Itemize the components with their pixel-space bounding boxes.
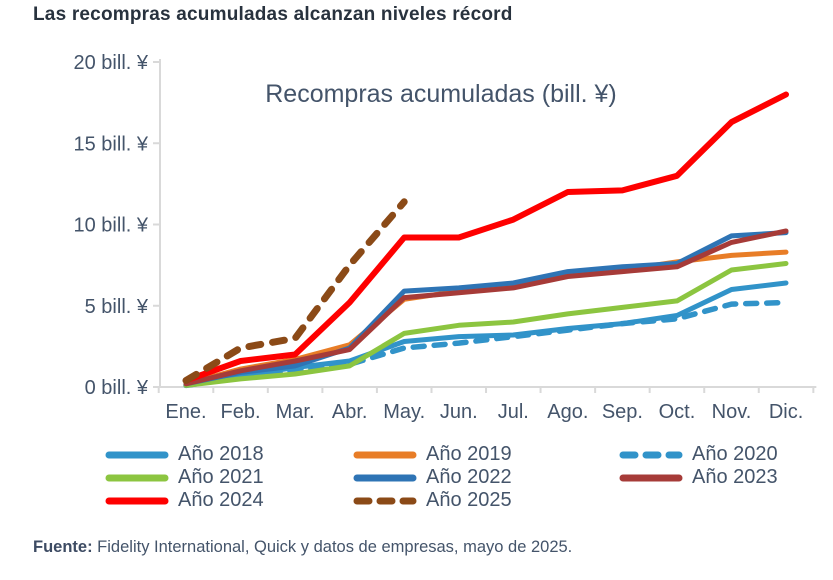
legend-item-2022: Año 2022 [352, 466, 618, 489]
legend-item-2019: Año 2019 [352, 443, 618, 466]
y-tick-label-20: 20 bill. ¥ [74, 52, 149, 74]
series-line-2020 [183, 299, 789, 389]
x-tick-label-dic: Dic. [769, 401, 803, 423]
legend-label-2020: Año 2020 [692, 443, 778, 465]
y-tick-label-10: 10 bill. ¥ [74, 215, 149, 237]
source-text: Fidelity International, Quick y datos de… [92, 538, 573, 556]
y-tick-label-15: 15 bill. ¥ [74, 133, 149, 155]
x-tick-label-mar: Mar. [276, 401, 315, 423]
chart-series-lines [182, 91, 789, 389]
legend-swatch-2018 [105, 451, 169, 458]
x-tick-label-feb: Feb. [221, 401, 261, 423]
series-line-2023 [183, 228, 789, 387]
chart-legend: Año 2018 Año 2019 Año 2020 Año 2021 Año 2022… [104, 443, 816, 512]
legend-label-2021: Año 2021 [178, 466, 264, 488]
legend-swatch-2023 [619, 474, 683, 481]
legend-item-2018: Año 2018 [104, 443, 352, 466]
legend-label-2025: Año 2025 [426, 489, 512, 511]
x-tick-label-oct: Oct. [659, 401, 696, 423]
legend-swatch-2020 [619, 451, 683, 458]
x-tick-label-jun: Jun. [440, 401, 478, 423]
series-line-2021 [183, 261, 789, 388]
cumulative-buybacks-chart: Recompras acumuladas (bill. ¥) 0 bill. ¥… [74, 52, 817, 423]
legend-label-2022: Año 2022 [426, 466, 512, 488]
page-title: Las recompras acumuladas alcanzan nivele… [33, 4, 513, 25]
x-tick-label-ene: Ene. [165, 401, 206, 423]
legend-label-2024: Año 2024 [178, 489, 264, 511]
legend-item-2020: Año 2020 [618, 443, 816, 466]
legend-swatch-2025 [353, 497, 417, 504]
legend-item-2021: Año 2021 [104, 466, 352, 489]
series-line-2025 [182, 198, 408, 384]
legend-item-2023: Año 2023 [618, 466, 816, 489]
y-tick-label-0: 0 bill. ¥ [85, 377, 149, 399]
x-tick-label-ago: Ago. [547, 401, 588, 423]
legend-item-2024: Año 2024 [104, 489, 352, 512]
x-tick-label-sep: Sep. [602, 401, 643, 423]
series-line-2024 [183, 91, 789, 384]
x-tick-label-abr: Abr. [332, 401, 368, 423]
legend-label-2023: Año 2023 [692, 466, 778, 488]
legend-swatch-2024 [105, 497, 169, 504]
legend-swatch-2021 [105, 474, 169, 481]
source-label: Fuente: [33, 538, 93, 556]
chart-axis-labels: 0 bill. ¥ 5 bill. ¥ 10 bill. ¥ 15 bill. ¥ 20… [74, 52, 804, 423]
legend-label-2018: Año 2018 [178, 443, 264, 465]
chart-title: Recompras acumuladas (bill. ¥) [265, 80, 617, 108]
legend-swatch-2019 [353, 451, 417, 458]
y-tick-label-5: 5 bill. ¥ [85, 296, 149, 318]
x-tick-label-nov: Nov. [712, 401, 752, 423]
chart-axes [153, 59, 817, 393]
legend-item-2025: Año 2025 [352, 489, 618, 512]
series-line-2022 [183, 230, 789, 387]
x-tick-label-may: May. [383, 401, 425, 423]
x-tick-label-jul: Jul. [498, 401, 529, 423]
legend-swatch-2022 [353, 474, 417, 481]
legend-label-2019: Año 2019 [426, 443, 512, 465]
source-note: Fuente: Fidelity International, Quick y … [33, 538, 572, 557]
